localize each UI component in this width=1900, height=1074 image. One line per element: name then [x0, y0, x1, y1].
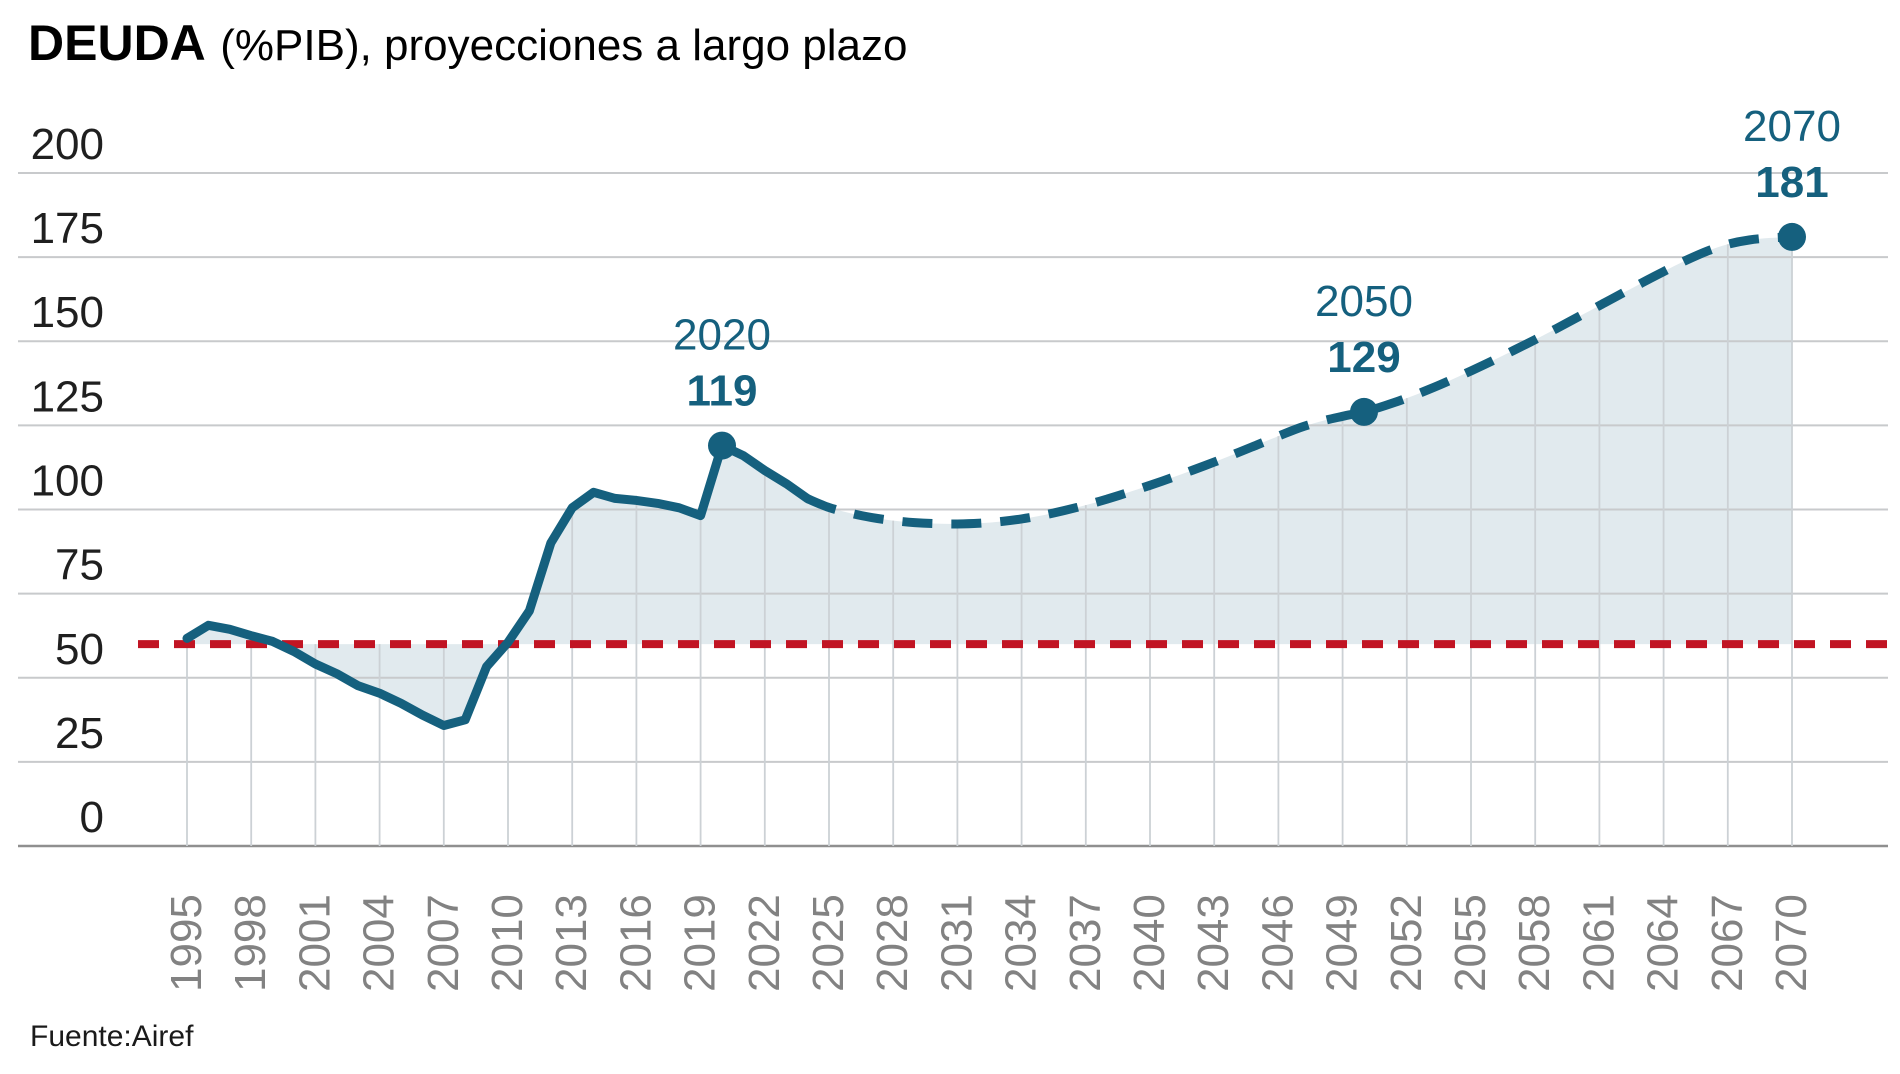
- x-tick-label: 2061: [1574, 894, 1623, 992]
- chart-title-subtitle: (%PIB), proyecciones a largo plazo: [220, 21, 907, 70]
- chart-title: DEUDA (%PIB), proyecciones a largo plazo: [28, 15, 907, 71]
- annotation-year-2050: 2050: [1315, 277, 1413, 326]
- historical-debt-line: [182, 441, 813, 730]
- x-tick-label: 2043: [1189, 894, 1238, 992]
- x-tick-label: 1995: [162, 894, 211, 992]
- x-tick-label: 2034: [997, 894, 1046, 992]
- plot-area: 0 25 50 75 100 125 150 175 200 1995 1998 2001 2004 20…: [18, 102, 1888, 992]
- x-tick-label: 2058: [1510, 894, 1559, 992]
- annotation-year-2070: 2070: [1743, 102, 1841, 151]
- y-tick-label: 175: [31, 204, 104, 253]
- x-tick-label: 2037: [1061, 894, 1110, 992]
- debt-vs-reference-area: [187, 236, 1792, 726]
- x-tick-label: 2052: [1382, 894, 1431, 992]
- x-tick-label: 2028: [868, 894, 917, 992]
- x-tick-label: 2010: [483, 894, 532, 992]
- projection-debt-line: [805, 232, 1793, 529]
- data-point-2020: [708, 431, 736, 460]
- x-tick-label: 2067: [1703, 894, 1752, 992]
- x-tick-label: 2040: [1125, 894, 1174, 992]
- y-tick-label: 150: [31, 288, 104, 337]
- x-tick-label: 2016: [611, 894, 660, 992]
- x-tick-label: 2049: [1318, 894, 1367, 992]
- data-point-2070: [1778, 222, 1806, 251]
- x-tick-label: 2046: [1253, 894, 1302, 992]
- x-tick-label: 1998: [226, 894, 275, 992]
- x-tick-label: 2001: [290, 894, 339, 992]
- y-tick-label: 75: [55, 541, 104, 590]
- y-tick-label: 100: [31, 457, 104, 506]
- y-tick-label: 25: [55, 709, 104, 758]
- x-tick-label: 2025: [804, 894, 853, 992]
- y-tick-label: 0: [80, 793, 104, 842]
- y-tick-label: 50: [55, 625, 104, 674]
- source-caption: Fuente:Airef: [30, 1020, 194, 1053]
- annotation-value-2070: 181: [1755, 158, 1828, 207]
- x-tick-label: 2064: [1639, 894, 1688, 992]
- x-tick-label: 2031: [932, 894, 981, 992]
- x-tick-label: 2070: [1767, 894, 1816, 992]
- y-tick-label: 200: [31, 120, 104, 169]
- x-tick-label: 2007: [419, 894, 468, 992]
- x-tick-label: 2013: [547, 894, 596, 992]
- annotation-value-2020: 119: [687, 367, 758, 416]
- x-tick-label: 2055: [1446, 894, 1495, 992]
- chart-title-bold: DEUDA: [28, 15, 206, 71]
- annotation-year-2020: 2020: [673, 311, 771, 360]
- annotation-value-2050: 129: [1327, 333, 1400, 382]
- x-tick-label: 2019: [676, 894, 725, 992]
- y-tick-label: 125: [31, 372, 104, 421]
- x-tick-label: 2004: [355, 894, 404, 992]
- data-point-2050: [1350, 397, 1378, 426]
- x-tick-label: 2022: [740, 894, 789, 992]
